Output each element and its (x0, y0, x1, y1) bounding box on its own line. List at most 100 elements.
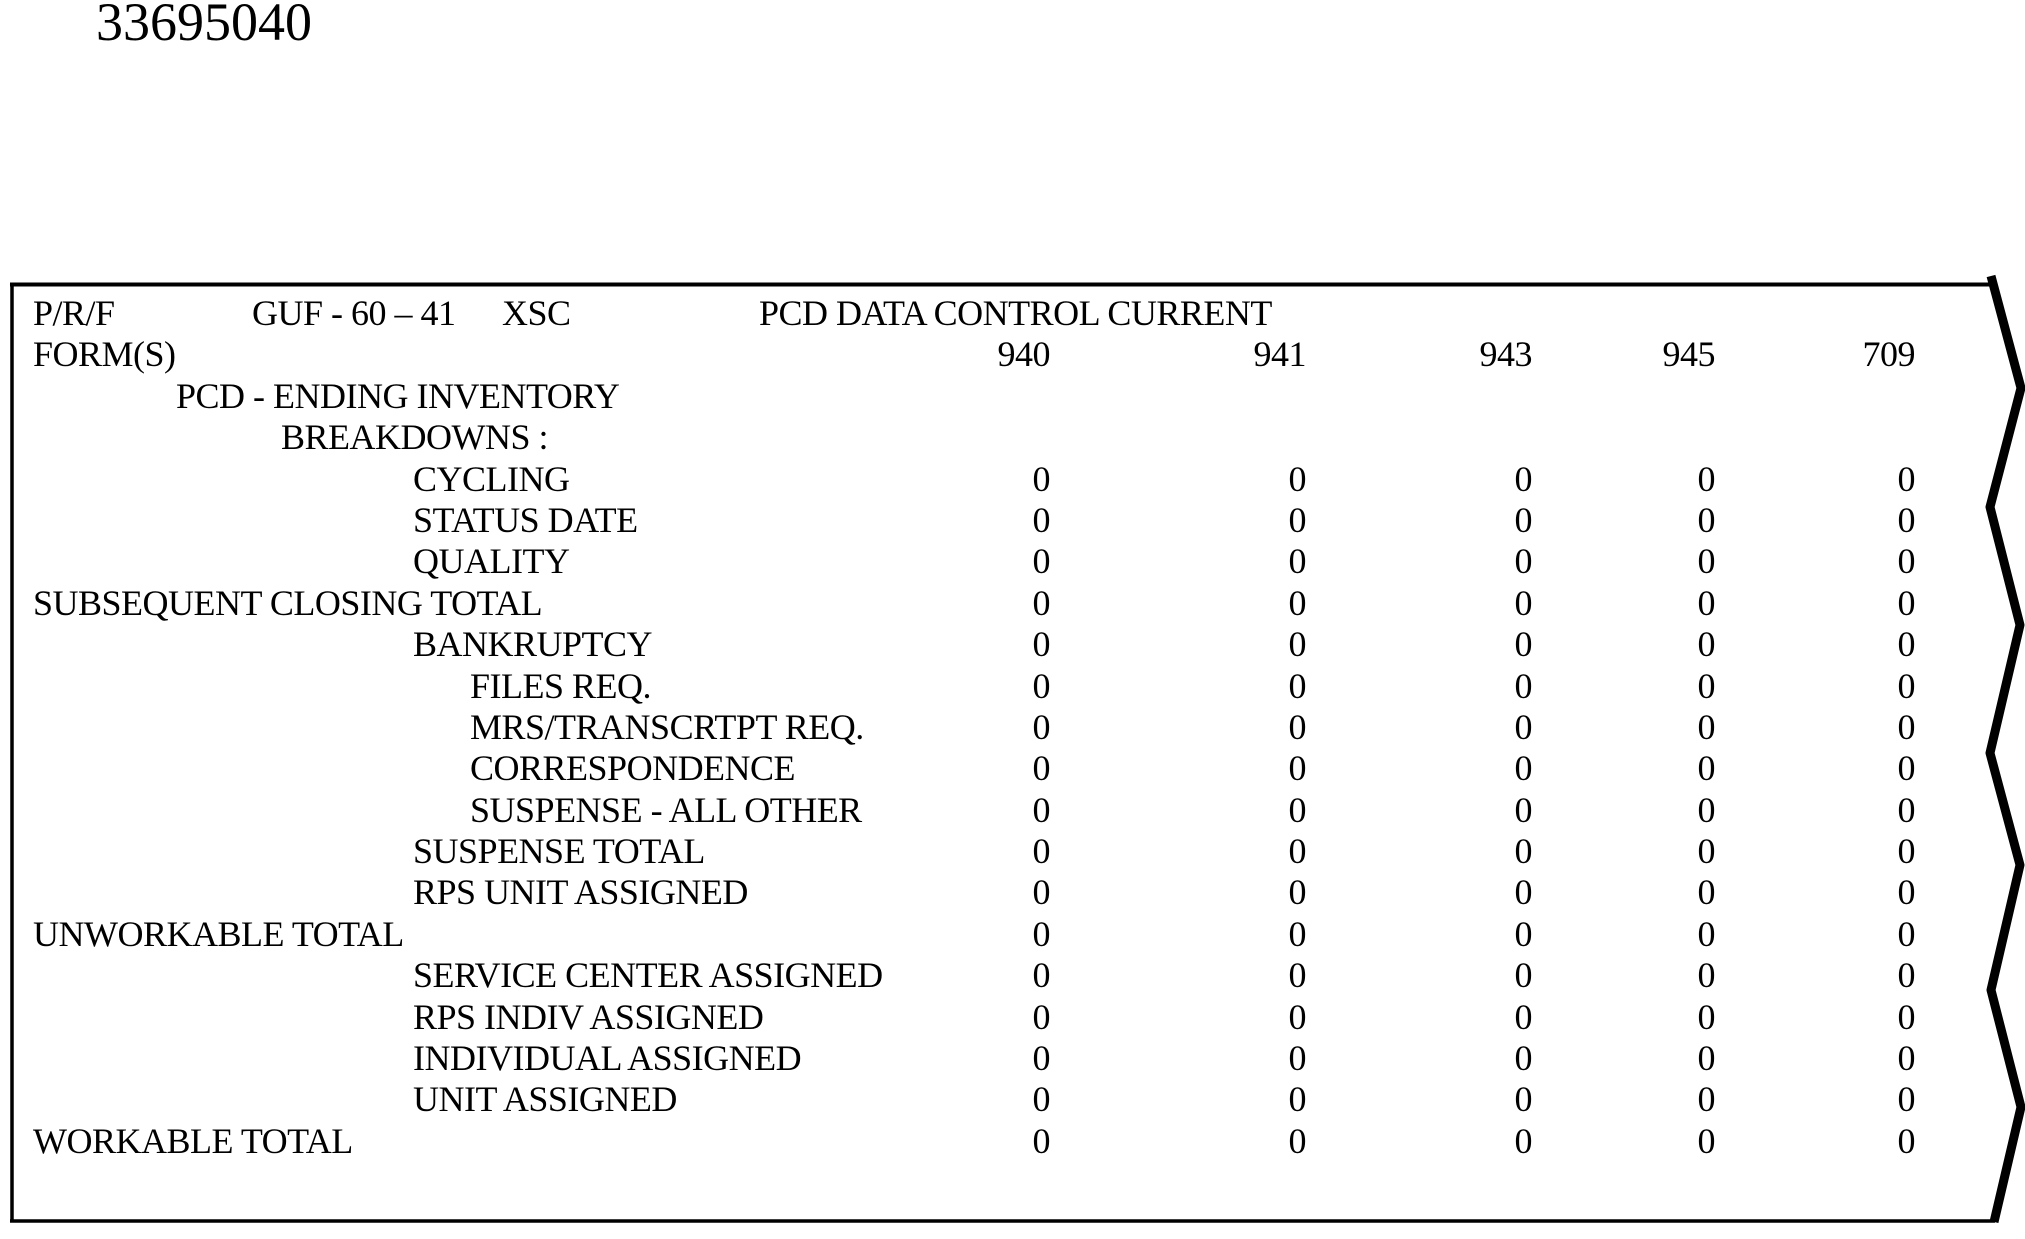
cell-value: 0 (1697, 955, 1716, 996)
cell-value: 0 (1288, 1120, 1307, 1161)
cell-value: 0 (1288, 748, 1307, 789)
prf-label: P/R/F (33, 293, 115, 333)
cell-value: 0 (1514, 913, 1533, 954)
cell-value: 0 (1032, 1079, 1051, 1120)
cell-value: 0 (1697, 913, 1716, 954)
cell-value: 0 (1897, 955, 1916, 996)
cell-value: 0 (1288, 872, 1307, 913)
cell-value: 0 (1288, 706, 1307, 747)
cell-value: 943 (1479, 334, 1533, 375)
row-label: RPS INDIV ASSIGNED (413, 996, 764, 1037)
cell-value: 0 (1897, 541, 1916, 582)
cell-value: 0 (1032, 665, 1051, 706)
cell-value: 0 (1897, 913, 1916, 954)
cell-value: 0 (1032, 996, 1051, 1037)
row-label: BANKRUPTCY (413, 624, 653, 665)
cell-value: 0 (1032, 582, 1051, 623)
cell-value: 0 (1288, 582, 1307, 623)
guf-code: GUF - 60 – 41 (252, 293, 456, 333)
cell-value: 709 (1862, 334, 1916, 375)
cell-value: 0 (1032, 541, 1051, 582)
row-label: CYCLING (413, 458, 570, 499)
cell-value: 0 (1514, 582, 1533, 623)
row-label: UNWORKABLE TOTAL (33, 913, 404, 954)
cell-value: 0 (1514, 789, 1533, 830)
cell-value: 0 (1514, 831, 1533, 872)
cell-value: 0 (1897, 624, 1916, 665)
cell-value: 0 (1514, 748, 1533, 789)
cell-value: 0 (1897, 1079, 1916, 1120)
cell-value: 0 (1897, 665, 1916, 706)
cell-value: 0 (1288, 913, 1307, 954)
cell-value: 0 (1697, 1079, 1716, 1120)
cell-value: 0 (1288, 1079, 1307, 1120)
row-label: WORKABLE TOTAL (33, 1120, 353, 1161)
row-label: FORM(S) (33, 334, 176, 375)
cell-value: 945 (1662, 334, 1716, 375)
torn-edge (1985, 274, 2025, 1224)
row-label: FILES REQ. (470, 665, 652, 706)
cell-value: 0 (1032, 831, 1051, 872)
table-row: FORM(S) 940 941 943 945 709 (0, 334, 1980, 375)
cell-value: 0 (1032, 624, 1051, 665)
cell-value: 0 (1897, 789, 1916, 830)
cell-value: 0 (1032, 955, 1051, 996)
xsc-code: XSC (502, 293, 571, 333)
cell-value: 0 (1697, 996, 1716, 1037)
table-row: FILES REQ. 0 0 0 0 0 (0, 666, 1980, 707)
report-rows: FORM(S) 940 941 943 945 709 PCD - ENDING INVEN… (0, 334, 1980, 1162)
table-row: INDIVIDUAL ASSIGNED 0 0 0 0 0 (0, 1038, 1980, 1079)
cell-value: 0 (1288, 624, 1307, 665)
cell-value: 0 (1514, 1079, 1533, 1120)
cell-value: 0 (1697, 748, 1716, 789)
table-row: BREAKDOWNS : (0, 417, 1980, 458)
cell-value: 0 (1897, 706, 1916, 747)
cell-value: 0 (1697, 1120, 1716, 1161)
row-label: SUSPENSE TOTAL (413, 831, 705, 872)
cell-value: 941 (1253, 334, 1307, 375)
cell-value: 0 (1897, 499, 1916, 540)
report-content: P/R/F GUF - 60 – 41 XSC PCD DATA CONTROL… (0, 293, 1980, 1162)
cell-value: 0 (1697, 582, 1716, 623)
cell-value: 0 (1514, 541, 1533, 582)
cell-value: 0 (1897, 458, 1916, 499)
table-row: PCD - ENDING INVENTORY (0, 376, 1980, 417)
cell-value: 0 (1514, 665, 1533, 706)
row-label: PCD - ENDING INVENTORY (176, 375, 620, 416)
row-label: QUALITY (413, 541, 570, 582)
cell-value: 0 (1897, 872, 1916, 913)
cell-value: 0 (1288, 541, 1307, 582)
cell-value: 0 (1897, 996, 1916, 1037)
row-label: STATUS DATE (413, 499, 638, 540)
row-label: MRS/TRANSCRTPT REQ. (470, 706, 864, 747)
table-row: QUALITY 0 0 0 0 0 (0, 541, 1980, 582)
cell-value: 0 (1897, 1120, 1916, 1161)
table-row: UNIT ASSIGNED 0 0 0 0 0 (0, 1079, 1980, 1120)
cell-value: 0 (1288, 665, 1307, 706)
row-label: SUBSEQUENT CLOSING TOTAL (33, 582, 543, 623)
cell-value: 0 (1032, 706, 1051, 747)
table-row: MRS/TRANSCRTPT REQ. 0 0 0 0 0 (0, 707, 1980, 748)
cell-value: 0 (1032, 1120, 1051, 1161)
row-label: SERVICE CENTER ASSIGNED (413, 955, 883, 996)
cell-value: 0 (1697, 458, 1716, 499)
cell-value: 0 (1514, 499, 1533, 540)
cell-value: 0 (1697, 665, 1716, 706)
table-row: SUSPENSE TOTAL 0 0 0 0 0 (0, 831, 1980, 872)
cell-value: 0 (1288, 1038, 1307, 1079)
cell-value: 0 (1514, 996, 1533, 1037)
cell-value: 0 (1288, 458, 1307, 499)
table-row: SUSPENSE - ALL OTHER 0 0 0 0 0 (0, 790, 1980, 831)
row-label: RPS UNIT ASSIGNED (413, 872, 748, 913)
cell-value: 0 (1697, 499, 1716, 540)
table-row: RPS INDIV ASSIGNED 0 0 0 0 0 (0, 997, 1980, 1038)
report-header-row: P/R/F GUF - 60 – 41 XSC PCD DATA CONTROL… (0, 293, 1980, 334)
cell-value: 0 (1697, 831, 1716, 872)
cell-value: 0 (1897, 582, 1916, 623)
row-label: UNIT ASSIGNED (413, 1079, 677, 1120)
cell-value: 0 (1288, 789, 1307, 830)
cell-value: 0 (1032, 499, 1051, 540)
table-row: CORRESPONDENCE 0 0 0 0 0 (0, 748, 1980, 789)
cell-value: 0 (1697, 1038, 1716, 1079)
